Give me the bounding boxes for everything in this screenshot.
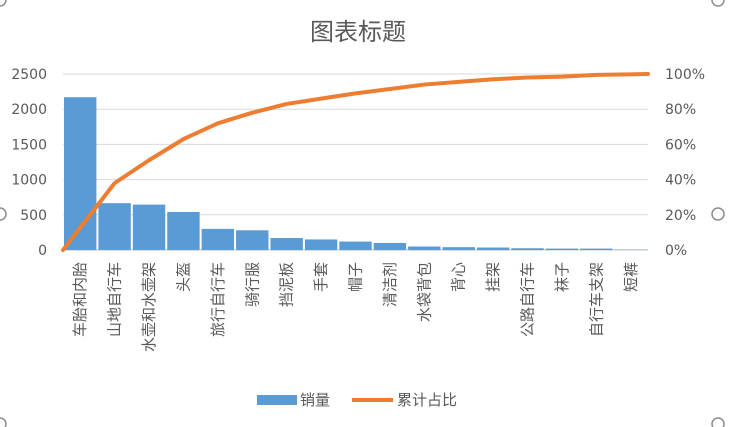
bar (270, 238, 303, 250)
x-tick-label: 骑行服 (243, 262, 261, 307)
resize-handle-mid-left[interactable] (0, 207, 7, 221)
x-tick-label: 旅行自行车 (209, 262, 227, 337)
x-tick-label: 挡泥板 (278, 262, 296, 307)
resize-handle-bottom-left[interactable] (0, 417, 7, 427)
x-tick-label: 手套 (312, 262, 330, 292)
y-right-tick-label: 100% (665, 67, 705, 83)
x-tick-label: 自行车支架 (587, 262, 605, 337)
y-right-tick-label: 20% (665, 208, 696, 224)
line-series (61, 72, 650, 252)
x-tick-label: 山地自行车 (106, 262, 124, 337)
x-tick-label: 车胎和内胎 (71, 262, 89, 337)
bar (167, 211, 200, 250)
chart-title: 图表标题 (310, 18, 406, 46)
x-tick-label: 清洁剂 (381, 262, 399, 307)
y-right-tick-label: 80% (665, 102, 696, 118)
x-tick-label: 挂架 (484, 262, 502, 292)
resize-handle-bottom-right[interactable] (711, 417, 725, 427)
bar (476, 247, 510, 250)
y-left-tick-label: 0 (38, 243, 47, 259)
bar (511, 248, 544, 250)
cumulative-line (61, 72, 650, 252)
x-tick-label: 水袋背包 (415, 262, 433, 322)
legend: 销量 累计占比 (257, 391, 457, 409)
legend-label-bar: 销量 (300, 391, 330, 409)
resize-handle-top-left[interactable] (0, 0, 7, 7)
y-right-tick-label: 0% (665, 243, 687, 259)
y-axis-right-ticks: 0% 20% 40% 60% 80% 100% (665, 67, 705, 259)
x-tick-label: 公路自行车 (519, 262, 537, 337)
x-axis-ticks: 车胎和内胎 山地自行车 水壶和水壶架 头盔 旅行自行车 骑行服 挡泥板 手套 帽子 清洁剂 水袋背包… (71, 262, 640, 352)
legend-swatch-bar (257, 395, 297, 405)
bar (408, 246, 441, 250)
resize-handle-mid-right[interactable] (711, 207, 725, 221)
x-tick-label: 背心 (450, 262, 468, 292)
x-tick-label: 头盔 (174, 262, 192, 292)
y-axis-left-ticks: 0 500 1000 1500 2000 2500 (11, 67, 47, 259)
resize-handle-top-right[interactable] (711, 0, 725, 7)
y-left-tick-label: 2500 (11, 67, 47, 83)
bar (201, 228, 235, 250)
x-tick-label: 袜子 (553, 262, 571, 292)
bar (580, 248, 613, 250)
bar (339, 241, 372, 250)
y-left-tick-label: 500 (20, 208, 47, 224)
bar (98, 203, 131, 250)
bar (442, 247, 475, 250)
bar (545, 248, 579, 250)
y-left-tick-label: 1000 (11, 173, 47, 189)
y-right-tick-label: 60% (665, 137, 696, 153)
y-right-tick-label: 40% (665, 173, 696, 189)
x-tick-label: 帽子 (347, 262, 365, 292)
y-left-tick-label: 1500 (11, 137, 47, 153)
bar (132, 204, 166, 250)
x-tick-label: 短裤 (622, 262, 640, 292)
bar (236, 230, 269, 250)
bar-series (64, 97, 647, 251)
y-left-tick-label: 2000 (11, 102, 47, 118)
bar (304, 239, 338, 250)
legend-label-line: 累计占比 (397, 391, 457, 409)
bar (373, 242, 407, 250)
x-tick-label: 水壶和水壶架 (140, 262, 158, 352)
